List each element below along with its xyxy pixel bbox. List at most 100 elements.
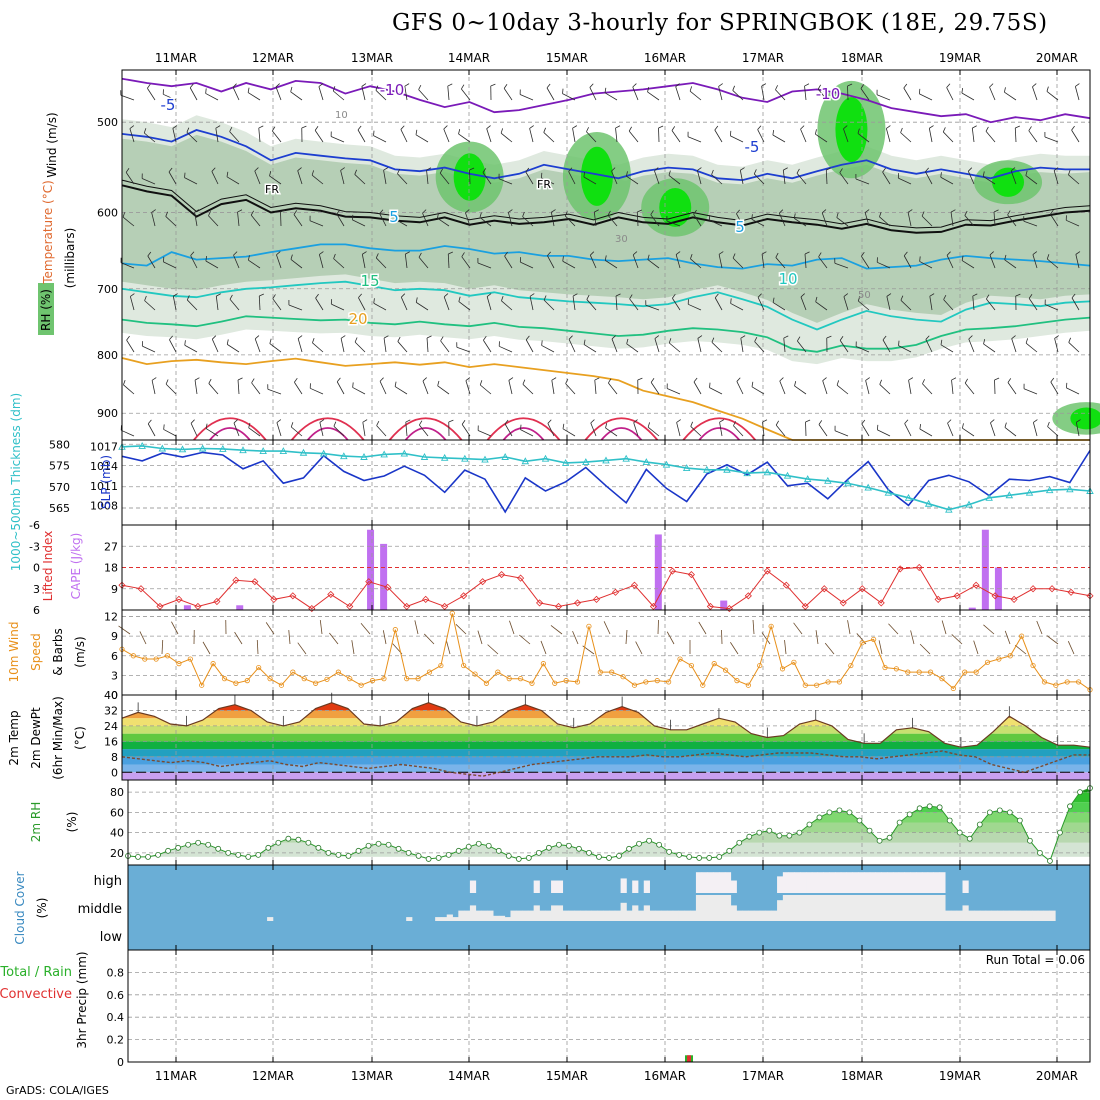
wind-barb	[761, 86, 765, 101]
cloud-high-bar	[695, 872, 703, 893]
wind-barb	[839, 172, 849, 185]
wind-speed-marker	[369, 678, 376, 684]
wind-barb-flag	[562, 423, 565, 429]
wind-barb-flag	[1033, 419, 1038, 423]
cloud-middle-bar	[406, 917, 413, 921]
cloud-middle-bar	[875, 895, 882, 921]
wind-barb	[986, 298, 996, 311]
cloud-middle-bar	[649, 910, 656, 921]
rh2m-marker	[666, 848, 673, 855]
wind-barb-flag	[604, 87, 607, 93]
wind-barb	[940, 176, 954, 185]
cape-bar	[981, 529, 989, 610]
wind-barb-flag	[1007, 210, 1011, 216]
wind-barb-flag	[985, 126, 989, 132]
wind-barb-flag	[865, 377, 870, 381]
wind-barb-flag	[839, 168, 843, 173]
rh2m-marker	[1047, 858, 1053, 864]
wind-barb-flag	[658, 125, 664, 129]
cloud-middle-bar	[892, 895, 900, 921]
wind-barb	[1025, 342, 1038, 353]
temp-band	[122, 733, 1090, 742]
temp-tick-label: 16	[104, 735, 118, 748]
wind-barb-flag	[989, 83, 994, 88]
wind-barb-flag	[332, 86, 336, 92]
wind-barb	[698, 621, 707, 635]
wind-barb-flag	[732, 253, 736, 259]
wind-barb	[397, 341, 408, 353]
wind-barb	[373, 135, 387, 143]
rh-tick-label: 40	[110, 827, 124, 840]
rh-legend-swatch	[38, 283, 54, 335]
rh2m-marker	[836, 807, 843, 814]
rh2m-marker	[676, 851, 683, 858]
wind-barb-flag	[986, 294, 990, 300]
wind-barb-flag	[458, 129, 461, 135]
wind-barb	[205, 428, 219, 437]
cloud-middle-bar	[695, 895, 703, 921]
cloud-middle-bar	[597, 910, 604, 921]
lifted-index-tick-label: -6	[29, 519, 40, 532]
wind-speed-marker	[814, 682, 820, 688]
wind-barb	[626, 343, 639, 353]
rh2m-marker	[405, 849, 412, 856]
wind-barb-flag	[836, 212, 839, 218]
temp-band	[122, 710, 1090, 719]
wind-barb	[461, 88, 471, 101]
wind-barb-flag	[961, 87, 964, 94]
wind-barb-flag	[373, 298, 375, 304]
wind-barb	[925, 339, 933, 353]
wind-barb	[1014, 644, 1027, 655]
wind-barb-flag	[443, 125, 448, 130]
rh-axis-label: RH (%)	[39, 289, 53, 331]
wind-speed-marker	[916, 669, 922, 675]
wind-barb-flag	[940, 339, 943, 345]
wind-barb	[129, 296, 135, 311]
cloud-axis-label: Cloud Cover	[13, 871, 27, 944]
cloud-middle-bar	[759, 910, 766, 921]
wind-barb	[562, 93, 576, 101]
wind-barb-flag	[968, 167, 973, 172]
wind-barb-flag	[879, 379, 882, 385]
cloud-middle-bar	[661, 910, 668, 921]
rh2m-marker	[455, 847, 462, 854]
wind-barb	[361, 254, 366, 269]
rh2m-marker	[555, 841, 562, 848]
cloud-high-bar	[927, 872, 934, 893]
wind-barb	[794, 385, 807, 395]
wind-barb	[797, 340, 807, 353]
wind-speed-marker	[1030, 662, 1036, 669]
wind-barb	[779, 380, 786, 395]
rh2m-marker	[245, 854, 252, 860]
wind-barb	[690, 258, 702, 269]
wind-barb-flag	[783, 335, 789, 339]
wind-barb-flag	[733, 421, 736, 426]
wind-barb	[267, 388, 282, 395]
cloud-middle-bar	[522, 910, 529, 921]
wind-barb	[272, 130, 282, 143]
wind-barb	[879, 384, 891, 395]
wind-barb	[211, 171, 219, 185]
thickness-marker	[864, 483, 872, 491]
wind-barb	[654, 170, 660, 185]
wind-barb	[543, 132, 555, 143]
cloud-high-bar	[846, 872, 853, 893]
wind-barb	[804, 86, 807, 101]
wind-barb	[437, 217, 450, 227]
cloud-middle-bar	[435, 917, 442, 921]
wind-barb-flag	[950, 209, 956, 213]
cloud-high-bar	[904, 872, 911, 893]
wind-barb-flag	[989, 251, 994, 256]
wind-barb	[886, 296, 891, 311]
wind-barb-flag	[415, 129, 418, 135]
temp-tick-label: 8	[111, 751, 118, 764]
wind-barb-flag	[312, 337, 315, 343]
wind-barb-flag	[676, 419, 681, 423]
wind-speed-marker	[609, 669, 615, 675]
lifted-index-marker	[820, 585, 828, 593]
thickness-marker	[360, 453, 368, 460]
wind-barb	[943, 299, 954, 311]
wind-barb-flag	[1075, 251, 1081, 255]
cloud-high-bar	[939, 872, 946, 893]
wind-barb	[907, 212, 912, 227]
